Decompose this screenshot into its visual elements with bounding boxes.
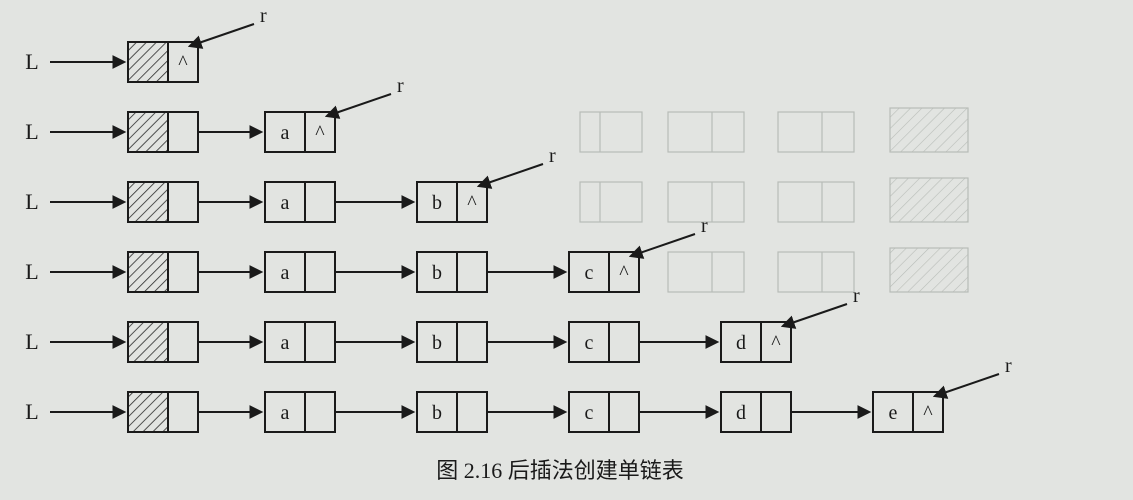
r-label: r (549, 145, 556, 167)
ghost-box (890, 178, 968, 222)
node-data-label: d (736, 332, 746, 354)
node-data-label: a (281, 192, 290, 214)
null-symbol: ^ (315, 122, 325, 144)
node-data-label: c (585, 262, 594, 284)
L-label: L (25, 399, 38, 424)
node-data-label: a (281, 402, 290, 424)
node-data-label: b (432, 192, 442, 214)
node-data-label: b (432, 332, 442, 354)
r-label: r (397, 75, 404, 97)
node-data-label: b (432, 402, 442, 424)
null-symbol: ^ (178, 52, 188, 74)
L-label: L (25, 189, 38, 214)
null-symbol: ^ (771, 332, 781, 354)
node-data-label: d (736, 402, 746, 424)
r-label: r (1005, 355, 1012, 377)
node-data-label: c (585, 332, 594, 354)
null-symbol: ^ (619, 262, 629, 284)
node-data-label: b (432, 262, 442, 284)
ghost-box (890, 108, 968, 152)
L-label: L (25, 49, 38, 74)
diagram-canvas: L ^ r La ^ r La b ^ r La b c ^ r La b c d ^ r La b c d e ^ r 图 2.16 … (0, 0, 1133, 500)
node-data-label: a (281, 122, 290, 144)
node-data-label: a (281, 332, 290, 354)
r-label: r (853, 285, 860, 307)
node-data-label: e (889, 402, 898, 424)
null-symbol: ^ (923, 402, 933, 424)
r-label: r (701, 215, 708, 237)
node-data-label: c (585, 402, 594, 424)
r-label: r (260, 5, 267, 27)
L-label: L (25, 119, 38, 144)
L-label: L (25, 329, 38, 354)
ghost-box (890, 248, 968, 292)
figure-caption: 图 2.16 后插法创建单链表 (436, 458, 684, 483)
node-data-label: a (281, 262, 290, 284)
null-symbol: ^ (467, 192, 477, 214)
L-label: L (25, 259, 38, 284)
